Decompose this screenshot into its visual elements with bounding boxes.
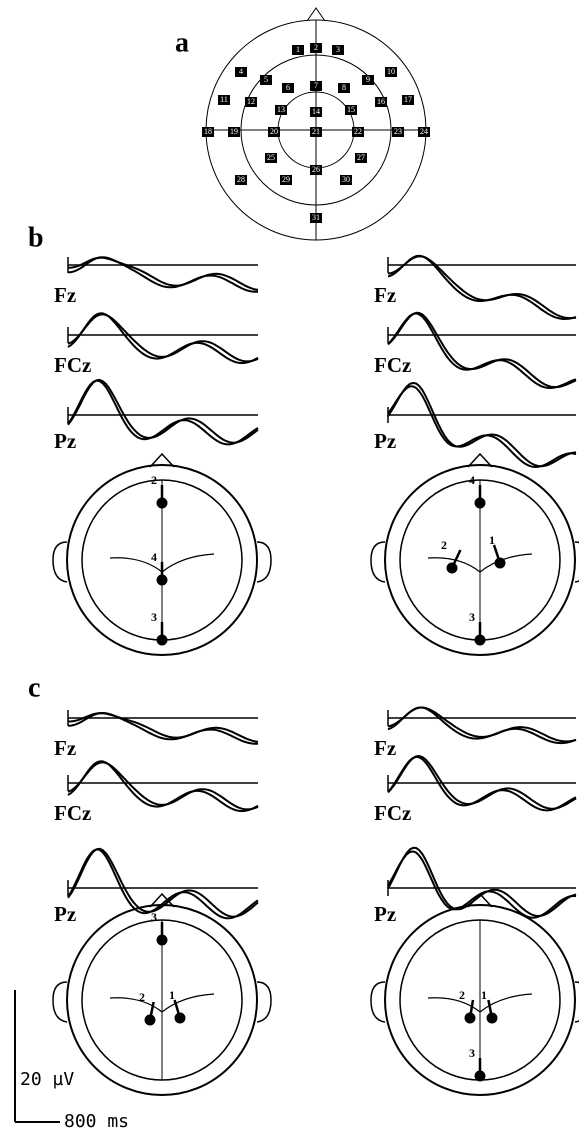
dipole-label: 4 (151, 550, 157, 564)
ear (257, 542, 271, 582)
waveform (68, 314, 258, 361)
channel-label: Fz (374, 283, 396, 307)
ear (53, 982, 67, 1022)
electrode-label: 3 (336, 45, 340, 54)
waveform (68, 849, 258, 918)
dipole-label: 2 (151, 473, 157, 487)
electrode-label: 17 (404, 95, 412, 104)
electrode-label: 19 (230, 127, 238, 136)
waveform (388, 708, 576, 742)
electrode-label: 6 (286, 83, 290, 92)
electrode-label: 16 (377, 97, 385, 106)
waveform (68, 849, 258, 917)
amplitude-label: 20 µV (20, 1069, 74, 1090)
channel-label: Fz (374, 736, 396, 760)
waveform (68, 761, 258, 811)
waveform (68, 381, 258, 445)
channel-label: Pz (54, 429, 76, 453)
ear (257, 982, 271, 1022)
electrode-label: 15 (347, 105, 355, 114)
dipole-label: 3 (469, 610, 475, 624)
channel-label: Fz (54, 283, 76, 307)
panel-label: a (175, 27, 189, 58)
electrode-label: 18 (204, 127, 212, 136)
electrode-label: 7 (314, 81, 318, 90)
electrode-label: 20 (270, 127, 278, 136)
electrode-label: 30 (342, 175, 350, 184)
channel-label: FCz (374, 801, 411, 825)
electrode-label: 12 (247, 97, 255, 106)
electrode-label: 10 (387, 67, 395, 76)
waveform (388, 851, 576, 917)
electrode-label: 5 (264, 75, 268, 84)
waveform (388, 313, 576, 388)
dipole-label: 3 (469, 1046, 475, 1060)
electrode-label: 26 (312, 165, 320, 174)
dipole-label: 1 (481, 988, 487, 1002)
figure: 20 µV 800 ms abc123456789101112131415161… (0, 0, 579, 1137)
channel-label: FCz (54, 353, 91, 377)
dipole-label: 1 (489, 533, 495, 547)
panel-label: c (28, 672, 40, 703)
waveform (68, 762, 258, 809)
electrode-label: 21 (312, 127, 320, 136)
electrode-label: 1 (296, 45, 300, 54)
electrode-label: 9 (366, 75, 370, 84)
electrode-label: 29 (282, 175, 290, 184)
waveform (68, 258, 258, 290)
electrode-label: 25 (267, 153, 275, 162)
panel-label: b (28, 222, 44, 253)
dipole-label: 2 (459, 988, 465, 1002)
electrode-label: 22 (354, 127, 362, 136)
electrode-label: 4 (239, 67, 243, 76)
channel-label: Pz (374, 902, 396, 926)
dipole-label: 2 (139, 990, 145, 1004)
time-label: 800 ms (64, 1111, 129, 1132)
channel-label: Pz (374, 429, 396, 453)
dipole-label: 2 (441, 538, 447, 552)
dipole-label: 1 (169, 988, 175, 1002)
dipole-label: 4 (469, 473, 475, 487)
dipole-label: 3 (151, 610, 157, 624)
waveform (68, 380, 258, 443)
ear (371, 982, 385, 1022)
channel-label: Fz (54, 736, 76, 760)
waveform (388, 708, 576, 744)
channel-label: FCz (54, 801, 91, 825)
waveform (388, 313, 576, 387)
electrode-label: 11 (220, 95, 228, 104)
nose (307, 8, 325, 21)
electrode-label: 24 (420, 127, 428, 136)
channel-label: Pz (54, 902, 76, 926)
electrode-label: 31 (312, 213, 320, 222)
waveform (388, 386, 576, 467)
electrode-label: 2 (314, 43, 318, 52)
electrode-label: 13 (277, 105, 285, 114)
channel-label: FCz (374, 353, 411, 377)
electrode-label: 23 (394, 127, 402, 136)
waveform (68, 257, 258, 292)
electrode-label: 8 (342, 83, 346, 92)
electrode-label: 27 (357, 153, 365, 162)
electrode-label: 14 (312, 107, 320, 116)
ear (371, 542, 385, 582)
waveform (388, 383, 576, 466)
electrode-label: 28 (237, 175, 245, 184)
dipole-label: 3 (151, 910, 157, 924)
ear (53, 542, 67, 582)
waveform (68, 313, 258, 363)
